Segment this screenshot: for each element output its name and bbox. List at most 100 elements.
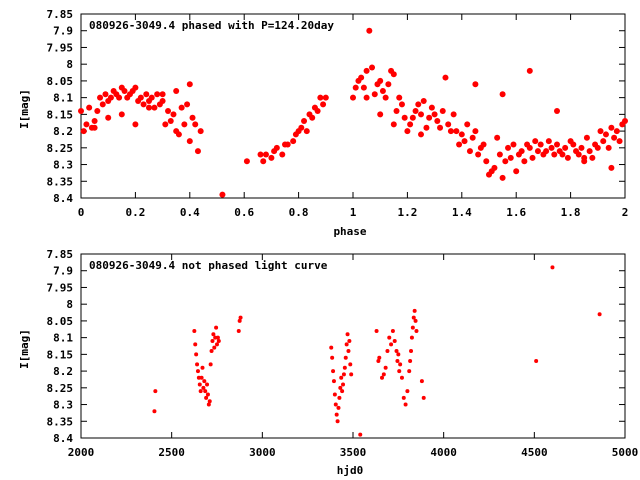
data-point [102,91,109,98]
data-point [352,84,359,91]
data-point [186,138,193,145]
data-point [340,389,345,394]
data-point [238,315,243,320]
data-point [201,385,206,390]
data-point [80,128,87,135]
data-point [420,97,427,104]
data-point [284,141,291,148]
x-tick-label: 1.2 [397,206,417,219]
data-point [371,91,378,98]
data-point [344,342,349,347]
data-point [390,328,395,333]
data-point [91,118,98,125]
data-point [207,399,212,404]
data-point [148,94,155,101]
data-point [107,94,114,101]
data-point [608,164,615,171]
data-point [215,335,220,340]
y-tick-label: 7.9 [53,265,73,278]
data-point [342,365,347,370]
data-point [99,101,106,108]
y-tick-label: 8.05 [47,315,74,328]
data-point [202,379,207,384]
data-point [605,144,612,151]
data-point [392,338,397,343]
data-point [466,148,473,155]
data-point [186,81,193,88]
y-tick-label: 8.05 [47,75,74,88]
data-point [613,128,620,135]
data-point [336,405,341,410]
y-tick-label: 8.25 [47,382,74,395]
data-point [257,151,264,158]
y-tick-label: 8.1 [53,92,73,105]
x-tick-label: 2000 [68,446,95,459]
data-point [349,372,354,377]
data-point [608,124,615,131]
data-point [198,389,203,394]
data-point [320,101,327,108]
x-tick-label: 5000 [612,446,639,459]
data-point [410,325,415,330]
data-point [331,379,336,384]
data-point [405,389,410,394]
data-point [374,328,379,333]
data-point [428,104,435,111]
data-point [545,138,552,145]
data-point [331,369,336,374]
data-point [181,121,188,128]
data-point [385,81,392,88]
data-point [178,104,185,111]
data-point [333,402,338,407]
data-point [83,121,90,128]
data-point [499,91,506,98]
data-point [197,128,204,135]
data-point [194,352,199,357]
data-point [317,94,324,101]
data-point [475,151,482,158]
data-point [529,154,536,161]
y-tick-label: 7.95 [47,281,74,294]
data-point [132,84,139,91]
data-point [418,131,424,138]
data-point [369,64,376,71]
data-point [243,158,250,165]
data-point [472,81,479,88]
data-point [447,128,454,135]
data-point [377,77,384,84]
data-point [385,349,390,354]
data-point [215,342,219,347]
data-point [403,402,408,407]
y-tick-label: 8 [66,58,73,71]
data-point [456,141,463,148]
data-point [208,362,213,367]
data-point [116,94,123,101]
data-point [97,94,104,101]
data-point [214,325,219,330]
data-point [611,134,618,141]
data-point [338,385,343,390]
data-point [309,114,316,121]
data-point [348,362,353,367]
data-point [345,332,350,337]
y-tick-label: 7.95 [47,41,74,54]
data-point [526,144,533,151]
data-point [396,352,401,357]
data-point [404,128,411,135]
data-point [341,382,346,387]
data-point [206,402,211,407]
x-tick-label: 0.6 [234,206,254,219]
data-point [118,111,125,118]
data-point [387,335,392,340]
data-point [575,151,582,158]
data-point [597,312,602,317]
data-point [121,87,128,94]
data-point [409,349,414,354]
data-point [358,432,363,437]
data-point [597,128,604,135]
phased-light-curve-panel: phase I[mag] 0 0.2 0.4 0.6 0.8 1 1.2 1.4 1.6 1.8 2… [18,8,628,238]
data-point [450,111,457,118]
data-point [398,101,405,108]
data-point [461,138,468,145]
x-tick-label: 0.8 [289,206,309,219]
